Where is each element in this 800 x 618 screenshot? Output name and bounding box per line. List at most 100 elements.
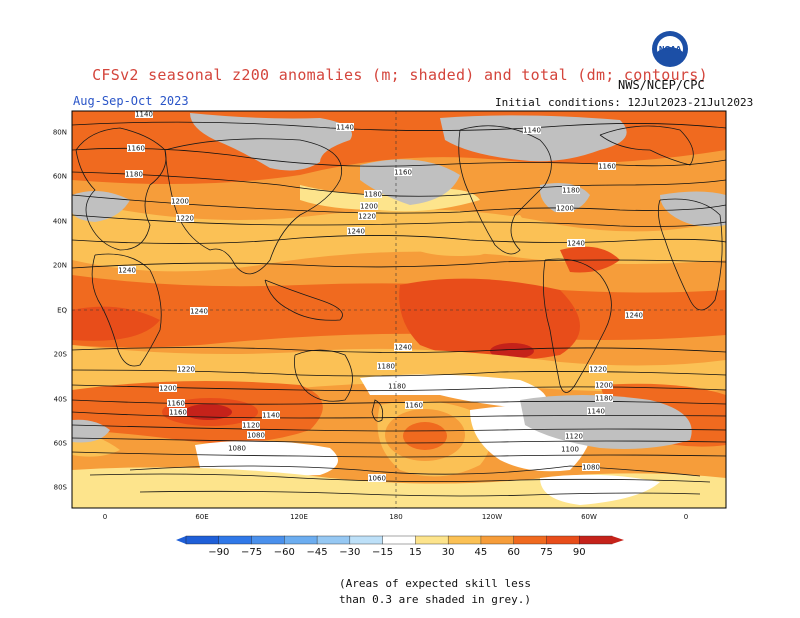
- colorbar-tick-label: −60: [274, 547, 295, 558]
- lon-label: 180: [389, 513, 402, 521]
- lon-label: 0: [684, 513, 688, 521]
- longitude-labels: 0 60E 120E 180 120W 60W 0: [103, 513, 688, 521]
- colorbar-tick-label: −15: [372, 547, 393, 558]
- contour-label: 1180: [364, 190, 382, 199]
- contour-label-text: 1180: [125, 171, 143, 179]
- colorbar-tick-label: −75: [241, 547, 262, 558]
- contour-label-text: 1080: [228, 445, 246, 453]
- contour-label: 1100: [561, 445, 579, 454]
- contour-label-text: 1200: [360, 203, 378, 211]
- colorbar-arrow-right: [612, 536, 624, 544]
- contour-label: 1200: [171, 197, 189, 206]
- latitude-labels: 80N 60N 40N 20N EQ 20S 40S 60S 80S: [53, 129, 68, 492]
- contour-label: 1220: [177, 365, 195, 374]
- contour-label: 1180: [125, 170, 143, 179]
- colorbar-tick-label: 45: [475, 547, 488, 558]
- contour-label: 1200: [159, 384, 177, 393]
- lat-label: 40N: [53, 218, 67, 226]
- skill-note-line-2: than 0.3 are shaded in grey.): [338, 593, 532, 606]
- contour-label-text: 1160: [405, 402, 423, 410]
- lat-label: 80N: [53, 129, 67, 137]
- colorbar-segment: [480, 535, 515, 545]
- colorbar-segment: [316, 535, 351, 545]
- contour-label: 1160: [127, 144, 145, 153]
- season-label: Aug-Sep-Oct 2023: [73, 94, 189, 108]
- colorbar-tick-label: 30: [442, 547, 455, 558]
- colorbar-tick-label: 90: [573, 547, 586, 558]
- colorbar-tick-label: 60: [507, 547, 520, 558]
- colorbar-tick-label: 15: [409, 547, 422, 558]
- contour-label: 1140: [587, 407, 605, 416]
- contour-label: 1220: [176, 214, 194, 223]
- contour-label-text: 1200: [159, 385, 177, 393]
- colorbar-tick-label: −90: [208, 547, 229, 558]
- colorbar-tick-label: 75: [540, 547, 553, 558]
- lat-label: 20S: [54, 351, 68, 359]
- contour-label-text: 1080: [582, 464, 600, 472]
- skill-note-line-1: (Areas of expected skill less: [338, 577, 532, 590]
- colorbar-segment: [415, 535, 449, 545]
- contour-label-text: 1200: [595, 382, 613, 390]
- contour-label: 1160: [167, 399, 185, 408]
- contour-label-text: 1180: [388, 383, 406, 391]
- contour-label-text: 1200: [171, 198, 189, 206]
- colorbar-arrow-left: [176, 536, 186, 544]
- skill-note: (Areas of expected skill less than 0.3 a…: [0, 576, 800, 608]
- noaa-logo-text: NOAA: [659, 45, 682, 53]
- contour-label-text: 1160: [598, 163, 616, 171]
- colorbar-segment: [349, 535, 384, 545]
- contour-label-text: 1220: [589, 366, 607, 374]
- contour-label: 1140: [523, 126, 541, 135]
- contour-label-text: 1220: [176, 215, 194, 223]
- contour-label-text: 1140: [523, 127, 541, 135]
- colorbar-segment: [218, 535, 253, 545]
- contour-label: 1240: [190, 307, 208, 316]
- colorbar-segment: [382, 535, 416, 545]
- reference-lines: [72, 111, 726, 508]
- colorbar: −90 −75 −60 −45 −30 −15 15 30 45 60 75 90: [176, 535, 624, 558]
- contour-label: 1160: [598, 162, 616, 171]
- contour-label-text: 1120: [242, 422, 260, 430]
- lon-label: 0: [103, 513, 107, 521]
- contour-label: 1200: [360, 202, 378, 211]
- contour-label-text: 1180: [377, 363, 395, 371]
- contour-label: 1240: [625, 311, 643, 320]
- contour-label: 1240: [394, 343, 412, 352]
- contour-label-text: 1240: [118, 267, 136, 275]
- contour-label: 1160: [394, 168, 412, 177]
- map-frame: [71, 110, 727, 509]
- contour-label: 1200: [556, 204, 574, 213]
- contour-label-text: 1160: [394, 169, 412, 177]
- lat-label: EQ: [57, 307, 67, 315]
- contour-label: 1080: [228, 444, 246, 453]
- contour-label-text: 1160: [169, 409, 187, 417]
- initial-conditions-label: Initial conditions: 12Jul2023-21Jul2023: [495, 96, 754, 109]
- contour-label-text: 1240: [567, 240, 585, 248]
- lon-label: 60W: [581, 513, 597, 521]
- contour-label: 1160: [169, 408, 187, 417]
- contour-label-text: 1240: [347, 228, 365, 236]
- lon-label: 120W: [482, 513, 502, 521]
- contour-label-text: 1120: [565, 433, 583, 441]
- noaa-logo: NOAA: [652, 31, 688, 67]
- contour-label-text: 1220: [358, 213, 376, 221]
- lon-label: 60E: [195, 513, 208, 521]
- contours: [72, 121, 726, 497]
- lat-label: 40S: [54, 396, 68, 404]
- contour-label-text: 1220: [177, 366, 195, 374]
- colorbar-segment: [579, 535, 613, 545]
- contour-label: 1080: [582, 463, 600, 472]
- contour-label-text: 1240: [190, 308, 208, 316]
- colorbar-segment: [447, 535, 482, 545]
- contour-label: 1240: [567, 239, 585, 248]
- contour-label-text: 1240: [625, 312, 643, 320]
- lat-label: 60N: [53, 173, 67, 181]
- contour-label-text: 1160: [127, 145, 145, 153]
- contour-label: 1160: [405, 401, 423, 410]
- chart-title: CFSv2 seasonal z200 anomalies (m; shaded…: [92, 66, 708, 84]
- colorbar-segment: [185, 535, 220, 545]
- colorbar-segment: [546, 535, 580, 545]
- contour-label-text: 1060: [368, 475, 386, 483]
